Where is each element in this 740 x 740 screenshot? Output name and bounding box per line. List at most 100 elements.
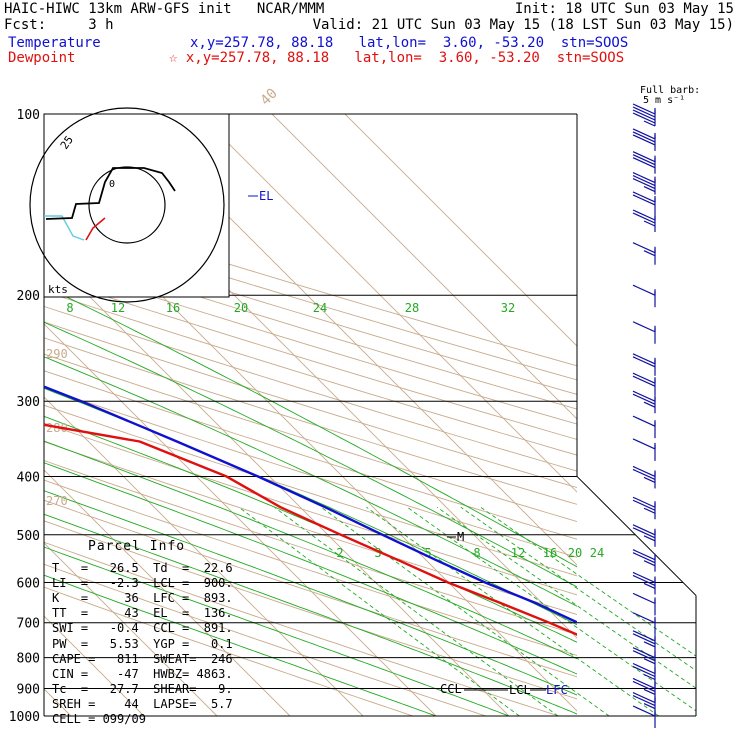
wind-barb-feather (632, 178, 656, 190)
dry-adiabat-line (44, 321, 577, 489)
dry-adiabat-lines (44, 206, 577, 716)
dry-adiabat-line (44, 290, 577, 456)
wind-barb-feather (632, 191, 656, 203)
wind-barb-half-feather (643, 673, 656, 681)
dewpoint-station-info: ☆ x,y=257.78, 88.18 lat,lon= 3.60, -53.2… (169, 50, 625, 66)
wind-barb (632, 524, 656, 547)
wind-barb-feather (632, 103, 656, 115)
wind-barb-feather (632, 372, 656, 384)
wind-barb (632, 465, 656, 489)
moist-adiabat-line (44, 440, 577, 660)
moist-adiabat-line (44, 356, 577, 607)
mixing-ratio-label: 3 (374, 546, 381, 560)
forecast-hour: Fcst: 3 h (4, 17, 114, 33)
barb-legend-title: Full barb: (640, 85, 700, 96)
wind-barb-half-feather (643, 220, 656, 227)
wind-barb-feather (632, 157, 656, 169)
wind-barb-feather (632, 496, 656, 508)
wind-barb (632, 209, 656, 233)
wind-barb-feather (632, 592, 656, 604)
moist-adiabat-label: 16 (166, 301, 180, 315)
wind-barb-column (632, 103, 656, 728)
mixing-ratio-line (407, 506, 696, 716)
wind-barb (632, 321, 656, 344)
dry-adiabat-line (44, 305, 577, 472)
wind-barb-feather (632, 212, 656, 224)
wind-barb-half-feather (643, 535, 656, 542)
mixing-ratio-line (274, 506, 559, 716)
wind-barb-feather (632, 415, 656, 427)
hodograph-panel: 25 0 kts (29, 107, 230, 303)
dry-adiabat-line (44, 404, 577, 577)
mixing-ratio-line (480, 506, 696, 716)
wind-barb (632, 390, 656, 414)
wind-barb-feather (632, 353, 656, 365)
dry-adiabat-line (44, 586, 414, 716)
mixing-ratio-label: 2 (336, 546, 343, 560)
wind-barb-half-feather (643, 186, 656, 193)
wind-barb-feather (632, 647, 656, 659)
dry-adiabat-line (44, 261, 577, 425)
init-time: Init: 18 UTC Sun 03 May 15 (514, 1, 734, 17)
wind-barb-feather (632, 527, 656, 539)
moist-adiabat-line (44, 462, 577, 675)
mixing-ratio-label: 24 (590, 546, 604, 560)
parcel-info-row: LI = -2.3 LCL = 900. (52, 576, 233, 591)
wind-barb-feather (632, 633, 656, 645)
el-label: EL (259, 189, 273, 203)
wind-barb-half-feather (643, 582, 656, 589)
wind-barb-feather (632, 574, 656, 586)
wind-barb (632, 103, 656, 127)
wind-barb-half-feather (643, 703, 656, 710)
dewpoint-legend: Dewpoint (8, 50, 76, 66)
pressure-tick-label: 300 (17, 395, 40, 410)
wind-barb-half-feather (643, 560, 656, 567)
dry-adiabat-line (44, 275, 577, 440)
wind-barb-feather (632, 356, 656, 368)
temperature-station-info: x,y=257.78, 88.18 lat,lon= 3.60, -53.20 … (190, 35, 629, 51)
valid-time: Valid: 21 UTC Sun 03 May 15 (18 LST Sun … (312, 17, 734, 33)
wind-barb (632, 242, 656, 265)
parcel-info-row: SWI = -0.4 CCL = 891. (52, 621, 233, 636)
isotherm-line (344, 114, 577, 347)
theta-label: 290 (46, 347, 68, 361)
wind-barb-half-feather (643, 641, 656, 648)
wind-barb (632, 630, 656, 653)
wind-barb-half-feather (643, 507, 656, 514)
mixing-ratio-line (460, 506, 696, 716)
wind-barb-half-feather (643, 401, 656, 408)
pressure-tick-label: 1000 (9, 710, 40, 725)
hodograph-inner-label: 0 (109, 179, 115, 190)
parcel-info-row: T = 26.5 Td = 22.6 (52, 561, 233, 575)
wind-barb-half-feather (643, 250, 656, 257)
wind-barb-feather (632, 695, 656, 707)
wind-barb-feather (632, 468, 656, 480)
hodograph-trace-current (85, 217, 106, 241)
wind-barb (632, 612, 656, 635)
wind-barb-feather (632, 172, 656, 184)
wind-barb-half-feather (643, 658, 656, 665)
wind-barb-feather (632, 106, 656, 118)
isotherm-line (44, 250, 510, 716)
wind-barb (632, 172, 656, 195)
sounding-profiles (44, 385, 577, 636)
wind-barb-feather (632, 131, 656, 143)
dry-adiabat-line (44, 479, 577, 656)
wind-barb (632, 372, 656, 396)
lfc-label: LFC (546, 683, 568, 697)
wind-barb (632, 438, 656, 461)
m-label: M (457, 530, 464, 544)
pressure-tick-label: 200 (17, 289, 40, 304)
dry-adiabat-line (44, 520, 577, 700)
wind-barb (632, 191, 656, 214)
parcel-info-row: K = 36 LFC = 893. (52, 591, 233, 606)
moist-adiabat-line (44, 490, 577, 696)
hodograph-units-label: kts (48, 283, 68, 296)
hodograph-trace-upper (45, 167, 176, 220)
dry-adiabat-line (44, 247, 577, 410)
parcel-info-row: CIN = -47 HWBZ= 4863. (52, 666, 233, 681)
wind-barb-feather (632, 438, 656, 450)
wind-barb (632, 496, 656, 520)
moist-adiabat-line (44, 546, 510, 716)
isotherm-line (44, 542, 218, 716)
